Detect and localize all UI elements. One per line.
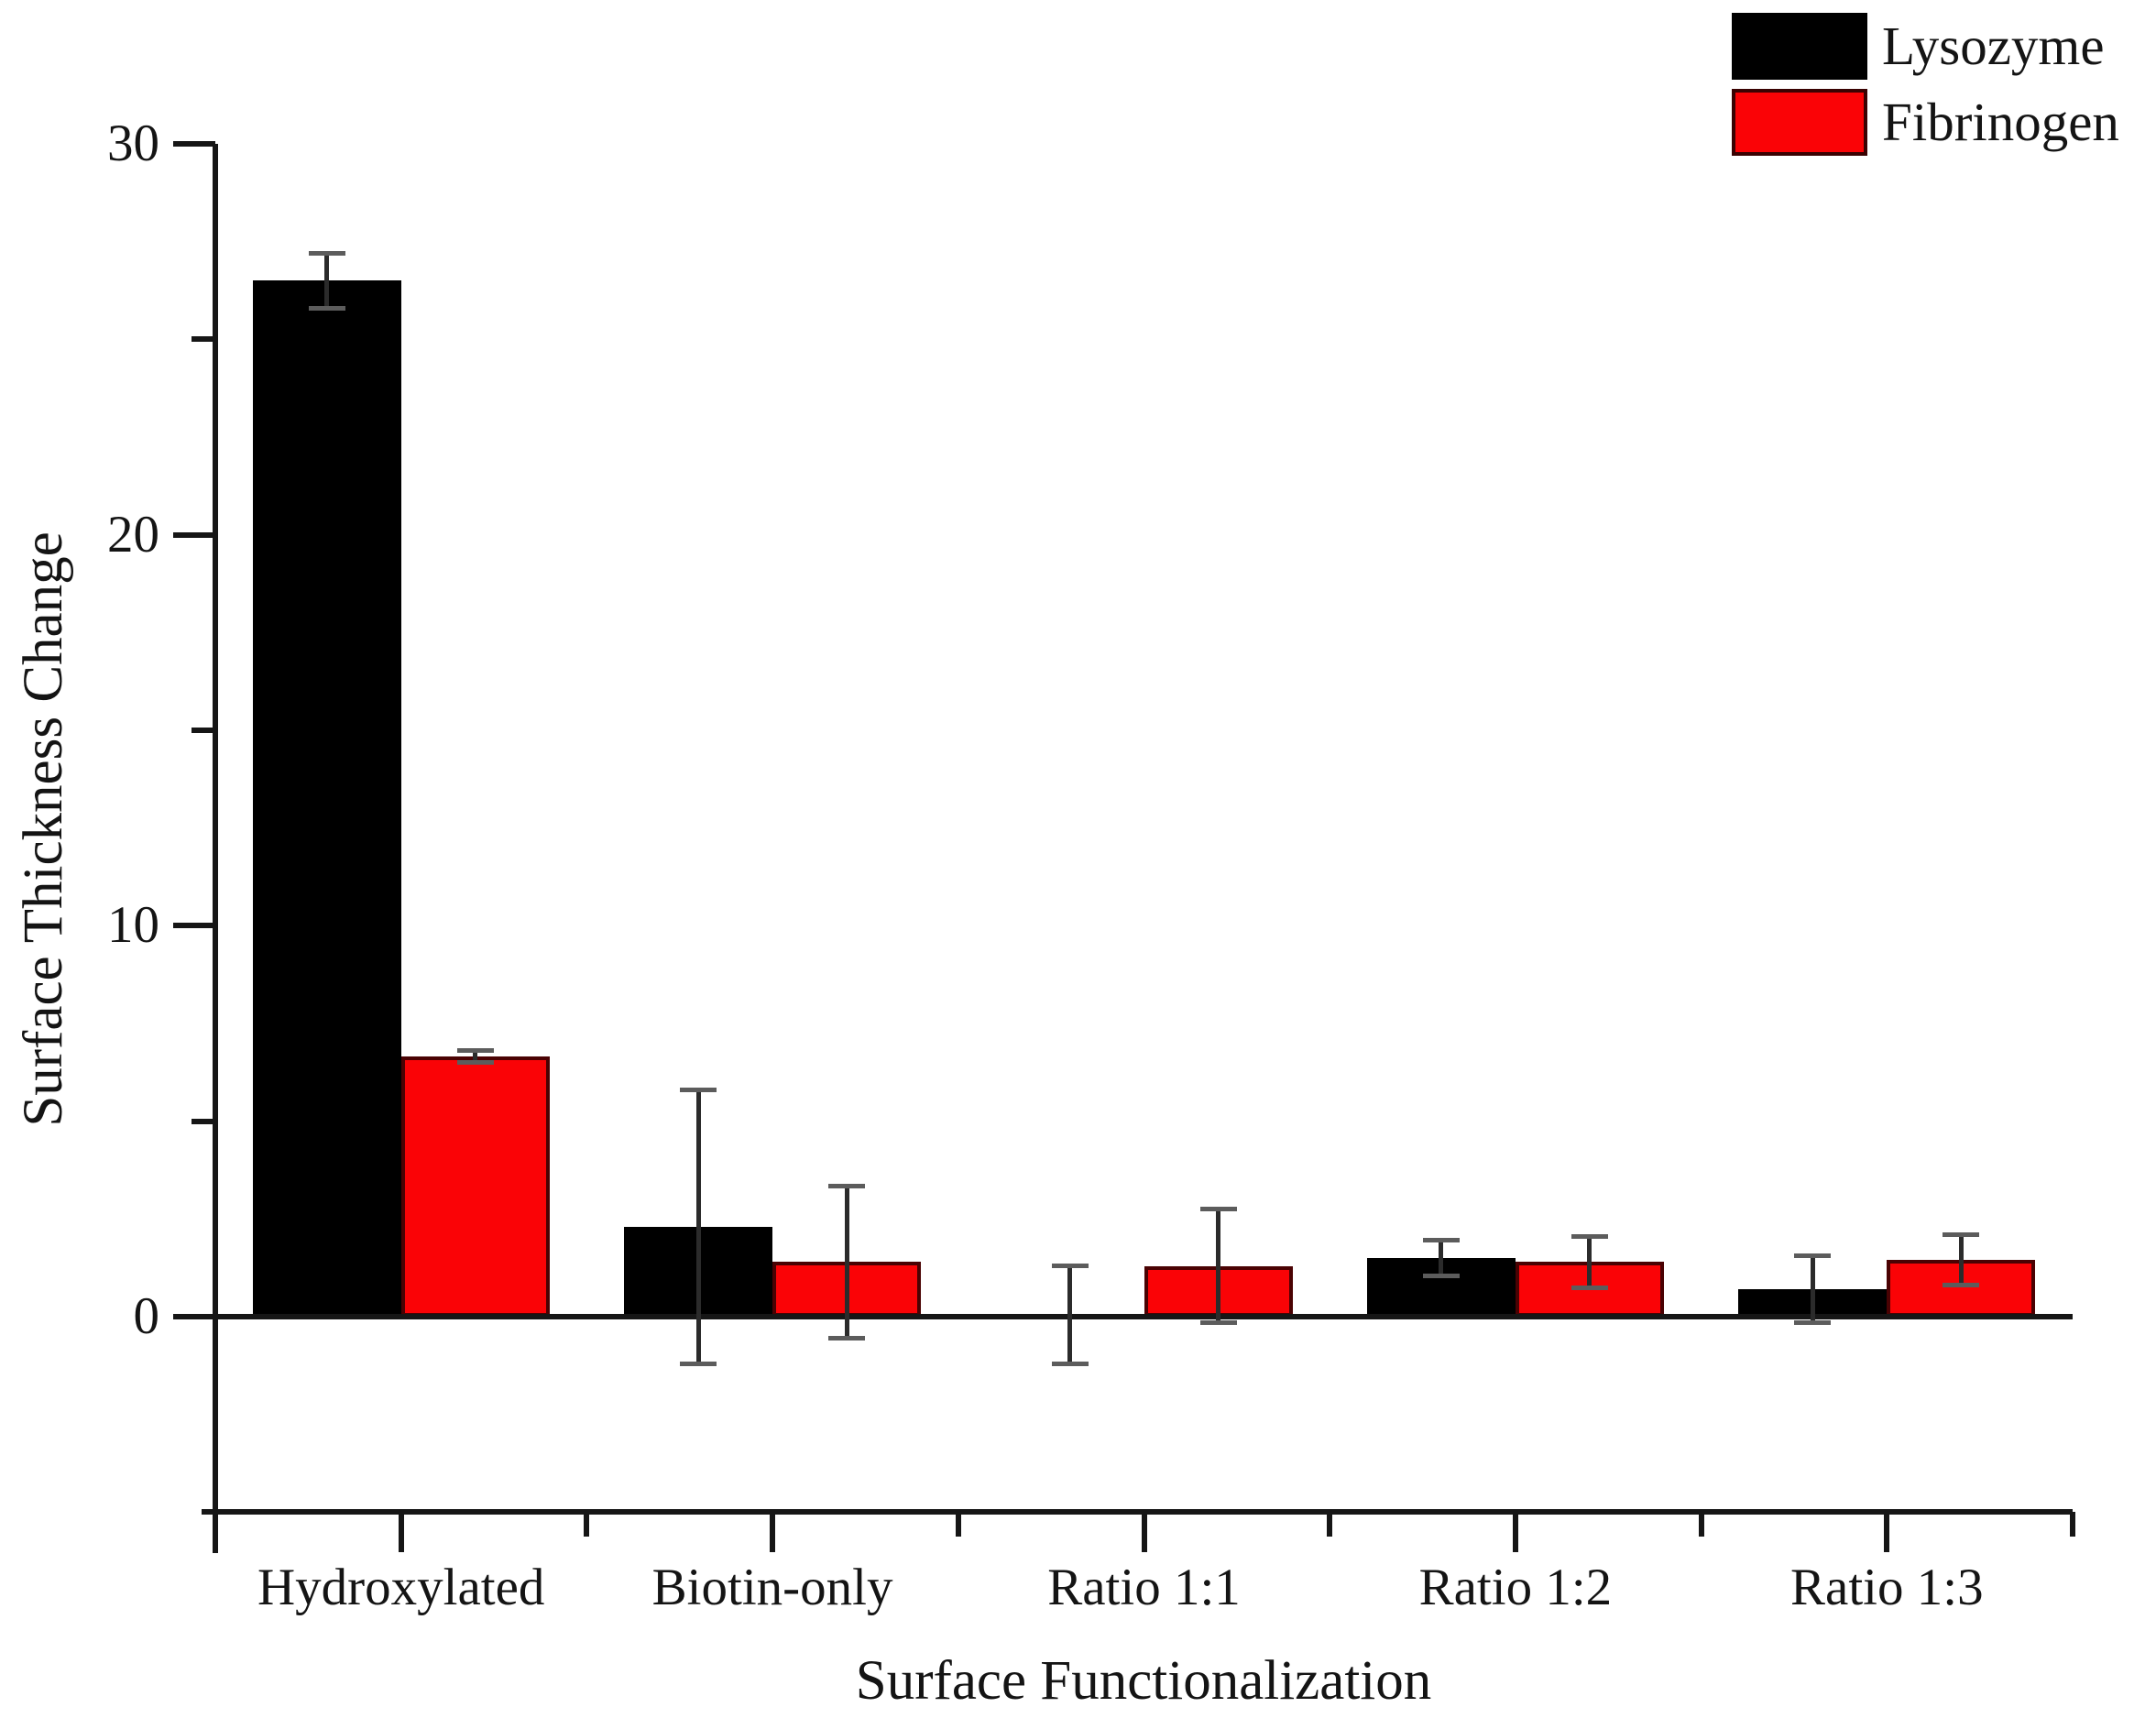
y-tick-label-0: 0 bbox=[133, 1287, 160, 1345]
x-category-label-1: Biotin-only bbox=[651, 1559, 893, 1616]
x-major-tick-0 bbox=[398, 1512, 404, 1553]
x-minor-tick-right-end bbox=[2070, 1512, 2075, 1537]
y-minor-tick-15 bbox=[192, 728, 215, 733]
x-major-tick-4 bbox=[1884, 1512, 1890, 1553]
legend-swatch-fibrinogen-icon bbox=[1732, 89, 1867, 156]
x-minor-tick-2 bbox=[955, 1512, 961, 1537]
error-bar-cap-lysozyme-4-bottom bbox=[1794, 1319, 1832, 1325]
error-bar-line-fibrinogen-4 bbox=[1958, 1234, 1964, 1286]
error-bar-cap-fibrinogen-2-bottom bbox=[1199, 1319, 1237, 1325]
legend: Lysozyme Fibrinogen bbox=[1732, 13, 2119, 156]
error-bar-cap-lysozyme-3-top bbox=[1422, 1238, 1460, 1243]
error-bar-cap-lysozyme-2-bottom bbox=[1051, 1361, 1089, 1366]
error-bar-cap-lysozyme-1-top bbox=[680, 1088, 717, 1093]
error-bar-cap-fibrinogen-4-top bbox=[1943, 1231, 1980, 1237]
x-axis-line bbox=[202, 1509, 2073, 1516]
error-bar-line-fibrinogen-2 bbox=[1216, 1209, 1220, 1323]
error-bar-cap-lysozyme-4-top bbox=[1794, 1253, 1832, 1259]
bar-lysozyme-0 bbox=[252, 280, 401, 1317]
error-bar-cap-lysozyme-1-bottom bbox=[680, 1361, 717, 1366]
y-major-tick-30 bbox=[173, 141, 215, 147]
y-major-tick-10 bbox=[173, 923, 215, 929]
error-bar-line-fibrinogen-1 bbox=[844, 1186, 849, 1339]
x-major-tick-1 bbox=[770, 1512, 776, 1553]
error-bar-line-lysozyme-1 bbox=[695, 1089, 701, 1364]
error-bar-cap-fibrinogen-1-bottom bbox=[828, 1335, 866, 1341]
x-axis-title: Surface Functionalization bbox=[855, 1650, 1432, 1712]
x-category-label-3: Ratio 1:2 bbox=[1418, 1559, 1613, 1616]
error-bar-line-lysozyme-4 bbox=[1810, 1255, 1815, 1323]
error-bar-cap-fibrinogen-0-top bbox=[456, 1048, 494, 1054]
error-bar-cap-lysozyme-2-top bbox=[1051, 1264, 1089, 1269]
error-bar-cap-lysozyme-0-bottom bbox=[308, 305, 345, 311]
error-bar-cap-fibrinogen-2-top bbox=[1199, 1207, 1237, 1212]
y-tick-label-30: 30 bbox=[107, 115, 159, 172]
x-major-tick-2 bbox=[1141, 1512, 1147, 1553]
y-tick-label-10: 10 bbox=[107, 896, 159, 955]
y-major-tick-0 bbox=[173, 1314, 215, 1319]
x-category-label-2: Ratio 1:1 bbox=[1047, 1559, 1241, 1616]
legend-label-fibrinogen: Fibrinogen bbox=[1882, 92, 2119, 152]
y-major-tick-20 bbox=[173, 531, 215, 538]
legend-item-lysozyme: Lysozyme bbox=[1732, 13, 2119, 80]
error-bar-line-lysozyme-0 bbox=[324, 253, 330, 309]
error-bar-cap-fibrinogen-0-bottom bbox=[456, 1060, 494, 1066]
x-minor-tick-3 bbox=[1327, 1512, 1333, 1537]
y-axis-line bbox=[213, 144, 218, 1553]
bar-fibrinogen-0 bbox=[400, 1056, 550, 1317]
error-bar-cap-fibrinogen-1-top bbox=[828, 1183, 866, 1188]
x-minor-tick-4 bbox=[1698, 1512, 1704, 1537]
error-bar-line-lysozyme-2 bbox=[1067, 1265, 1072, 1364]
x-major-tick-3 bbox=[1512, 1512, 1518, 1553]
error-bar-cap-lysozyme-3-bottom bbox=[1422, 1273, 1460, 1278]
error-bar-cap-fibrinogen-3-top bbox=[1570, 1234, 1608, 1240]
x-category-label-4: Ratio 1:3 bbox=[1790, 1559, 1984, 1616]
error-bar-cap-fibrinogen-4-bottom bbox=[1943, 1283, 1980, 1288]
error-bar-line-fibrinogen-3 bbox=[1587, 1236, 1592, 1287]
zero-line bbox=[215, 1314, 2073, 1319]
y-tick-label-20: 20 bbox=[107, 505, 159, 564]
error-bar-line-lysozyme-3 bbox=[1439, 1240, 1444, 1276]
error-bar-cap-lysozyme-0-top bbox=[308, 250, 345, 256]
x-category-label-0: Hydroxylated bbox=[257, 1559, 545, 1616]
legend-swatch-lysozyme-icon bbox=[1732, 13, 1867, 80]
x-minor-tick-1 bbox=[584, 1512, 590, 1537]
y-axis-title: Surface Thickness Change bbox=[13, 531, 74, 1127]
y-minor-tick-25 bbox=[192, 336, 215, 343]
error-bar-line-fibrinogen-0 bbox=[473, 1050, 478, 1063]
legend-label-lysozyme: Lysozyme bbox=[1882, 16, 2105, 76]
y-minor-tick-5 bbox=[192, 1118, 215, 1124]
legend-item-fibrinogen: Fibrinogen bbox=[1732, 89, 2119, 156]
error-bar-cap-fibrinogen-3-bottom bbox=[1570, 1285, 1608, 1290]
